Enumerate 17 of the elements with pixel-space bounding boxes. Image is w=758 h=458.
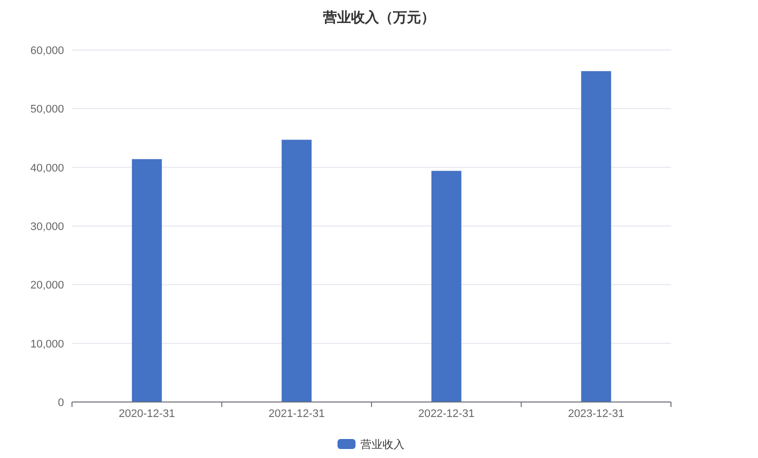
y-tick-label: 40,000 (30, 162, 64, 174)
x-tick-label: 2023-12-31 (568, 408, 624, 420)
bar (132, 159, 162, 402)
legend-label: 营业收入 (360, 438, 404, 451)
x-tick-label: 2022-12-31 (418, 408, 475, 420)
y-tick-label: 30,000 (30, 221, 64, 233)
y-tick-label: 10,000 (30, 338, 64, 350)
y-tick-label: 0 (58, 397, 64, 409)
x-tick-label: 2021-12-31 (268, 408, 325, 420)
y-tick-label: 20,000 (30, 280, 64, 292)
y-tick-label: 60,000 (30, 45, 64, 57)
bar (581, 71, 612, 402)
y-tick-label: 50,000 (30, 104, 64, 116)
x-tick-label: 2020-12-31 (118, 408, 176, 420)
bar (431, 170, 462, 402)
bar (282, 140, 312, 402)
chart-title: 营业收入（万元） (322, 9, 435, 25)
